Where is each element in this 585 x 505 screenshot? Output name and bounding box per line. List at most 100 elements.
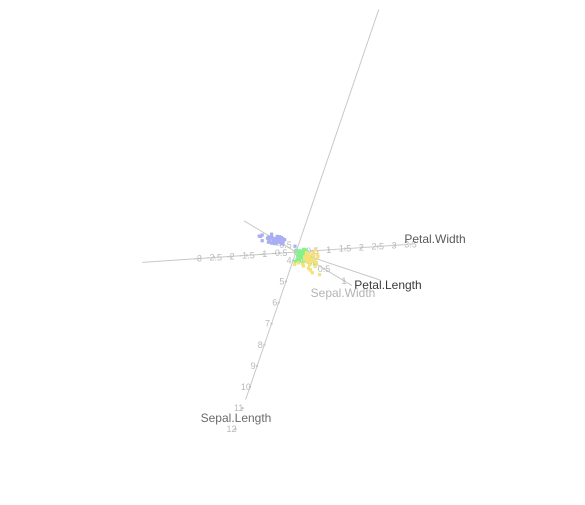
data-point	[280, 242, 284, 246]
data-point	[312, 254, 316, 258]
data-point	[304, 248, 308, 252]
tick-label-sepal-length: 8	[258, 340, 263, 350]
data-point	[260, 233, 264, 237]
tick-mark	[196, 257, 200, 260]
data-point	[310, 271, 314, 275]
data-point	[293, 244, 297, 248]
tick-label-sepal-width: 1	[341, 276, 346, 286]
data-point	[283, 238, 287, 242]
tick-label-petal-width: -1.5	[239, 250, 255, 260]
data-point	[317, 273, 322, 277]
tick-label-sepal-length: 10	[241, 382, 251, 392]
tick-mark	[245, 254, 249, 257]
tick-mark	[284, 280, 288, 283]
axis-title-sepal-length: Sepal.Length	[201, 411, 272, 425]
data-point	[297, 258, 301, 262]
tick-mark	[360, 246, 363, 249]
tick-label-petal-width: 3.5	[404, 239, 417, 249]
data-point	[313, 258, 317, 262]
data-point	[297, 250, 301, 254]
tick-mark	[342, 279, 346, 282]
data-point	[310, 253, 314, 257]
axis-title-sepal-width: Sepal.Width	[311, 286, 376, 300]
tick-mark	[262, 253, 265, 256]
data-point	[307, 254, 311, 258]
data-point	[275, 234, 279, 238]
data-point	[316, 255, 320, 259]
data-point	[302, 248, 306, 252]
tick-label-sepal-length: 6	[272, 298, 277, 308]
data-point	[309, 258, 313, 263]
data-point	[295, 257, 299, 261]
tick-label-sepal-length: 4	[287, 255, 292, 265]
tick-label-petal-width: 3	[392, 240, 397, 250]
tick-label-petal-width: -0.5	[272, 248, 288, 258]
data-point	[281, 240, 285, 244]
tick-label-sepal-length: 9	[251, 361, 256, 371]
axis-title-petal-length: Petal.Length	[354, 278, 421, 292]
tick-mark	[213, 256, 216, 259]
tick-label-sepal-length: 11	[234, 403, 243, 413]
tick-label-petal-width: -2	[227, 251, 235, 261]
tick-label-sepal-width: 0.5	[318, 264, 331, 274]
tick-label-petal-width: 0.5	[306, 246, 319, 256]
tick-label-petal-width: -1	[259, 249, 267, 259]
data-point	[312, 262, 316, 266]
data-point	[274, 239, 279, 243]
tick-mark	[255, 364, 259, 368]
data-point	[293, 259, 297, 263]
points-layer	[257, 232, 322, 277]
data-point	[298, 255, 302, 259]
tick-label-petal-width: 1	[326, 245, 331, 255]
data-point	[266, 240, 270, 244]
data-point	[306, 266, 311, 270]
data-point	[308, 263, 312, 267]
tick-label-petal-width: -3	[194, 254, 202, 264]
data-point	[296, 261, 300, 265]
data-point	[301, 252, 305, 256]
tick-mark	[376, 245, 379, 248]
data-point	[277, 236, 281, 240]
data-point	[269, 241, 274, 245]
tick-mark	[241, 406, 244, 410]
data-point	[293, 262, 297, 266]
data-point	[313, 264, 317, 268]
tick-mark	[229, 255, 232, 258]
tick-label-sepal-length: 5	[279, 277, 284, 287]
data-point	[305, 252, 309, 256]
data-point	[303, 256, 308, 260]
tick-label-petal-width: 2.5	[371, 242, 384, 252]
tick-label-sepal-length: 12	[227, 424, 237, 434]
data-point	[306, 257, 310, 261]
axis-line-sepal-length	[245, 9, 380, 400]
tick-mark	[392, 244, 396, 247]
tick-mark	[322, 267, 326, 270]
data-point	[281, 237, 285, 241]
data-point	[260, 239, 264, 243]
tick-mark	[234, 428, 237, 431]
data-point	[313, 260, 317, 264]
tick-label-sepal-length: 7	[265, 319, 270, 329]
data-point	[296, 254, 300, 258]
data-point	[270, 232, 274, 236]
data-point	[300, 256, 304, 260]
data-point	[278, 240, 282, 244]
data-point	[309, 268, 313, 272]
tick-label-petal-width: 1.5	[339, 244, 352, 254]
tick-mark	[343, 247, 347, 250]
axis-line-petal-width	[142, 244, 408, 263]
data-point	[295, 248, 299, 253]
data-point	[311, 251, 315, 255]
tick-mark	[263, 343, 266, 347]
tick-label-sepal-width: -0.5	[276, 240, 292, 250]
data-point	[313, 248, 318, 252]
tick-mark	[248, 385, 252, 389]
data-point	[316, 253, 320, 257]
tick-mark	[327, 248, 330, 251]
axes-layer	[142, 9, 408, 400]
tick-mark	[278, 251, 281, 255]
data-point	[301, 264, 306, 268]
data-point	[272, 237, 276, 241]
data-point	[258, 234, 263, 238]
